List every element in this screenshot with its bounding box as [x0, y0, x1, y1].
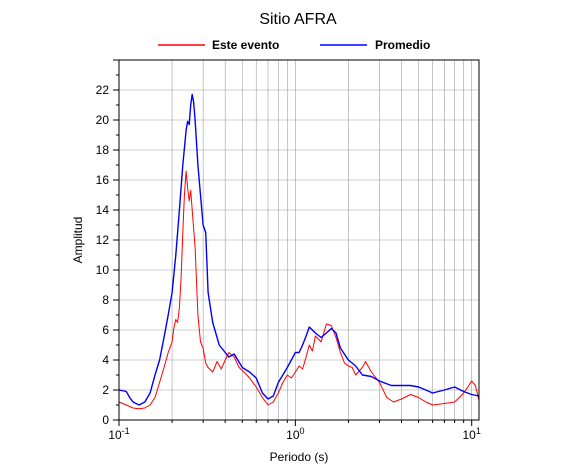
- x-tick-labels: 10-1 100 101: [108, 426, 481, 442]
- y-tick-label: 6: [102, 323, 109, 337]
- legend-label-promedio: Promedio: [375, 38, 430, 52]
- x-tick-label: 101: [463, 426, 481, 442]
- y-tick-label: 18: [96, 143, 110, 157]
- y-axis-title: Amplitud: [71, 217, 85, 264]
- y-tick-labels: 0 2 4 6 8 10 12 14 16 18 20 22: [96, 83, 110, 427]
- y-tick-label: 12: [96, 233, 110, 247]
- y-tick-label: 14: [96, 203, 110, 217]
- x-tick-label: 10-1: [108, 426, 129, 442]
- y-tick-label: 22: [96, 83, 110, 97]
- x-axis-title: Periodo (s): [270, 450, 329, 464]
- plot-frame: [118, 59, 480, 421]
- x-tick-label: 100: [286, 426, 304, 442]
- series-line-promedio: [118, 93, 480, 406]
- y-tick-label: 0: [102, 413, 109, 427]
- y-tick-label: 8: [102, 293, 109, 307]
- grid: [119, 60, 479, 420]
- y-tick-label: 2: [102, 383, 109, 397]
- series-line-este-evento: [118, 170, 480, 410]
- legend: Este evento Promedio: [158, 38, 430, 52]
- y-tick-label: 20: [96, 113, 110, 127]
- series-layer: [118, 93, 480, 410]
- legend-label-este-evento: Este evento: [212, 38, 279, 52]
- chart-title: Sitio AFRA: [259, 11, 337, 28]
- y-tick-label: 4: [102, 353, 109, 367]
- y-tick-label: 16: [96, 173, 110, 187]
- y-tick-label: 10: [96, 263, 110, 277]
- ticks: [113, 59, 473, 426]
